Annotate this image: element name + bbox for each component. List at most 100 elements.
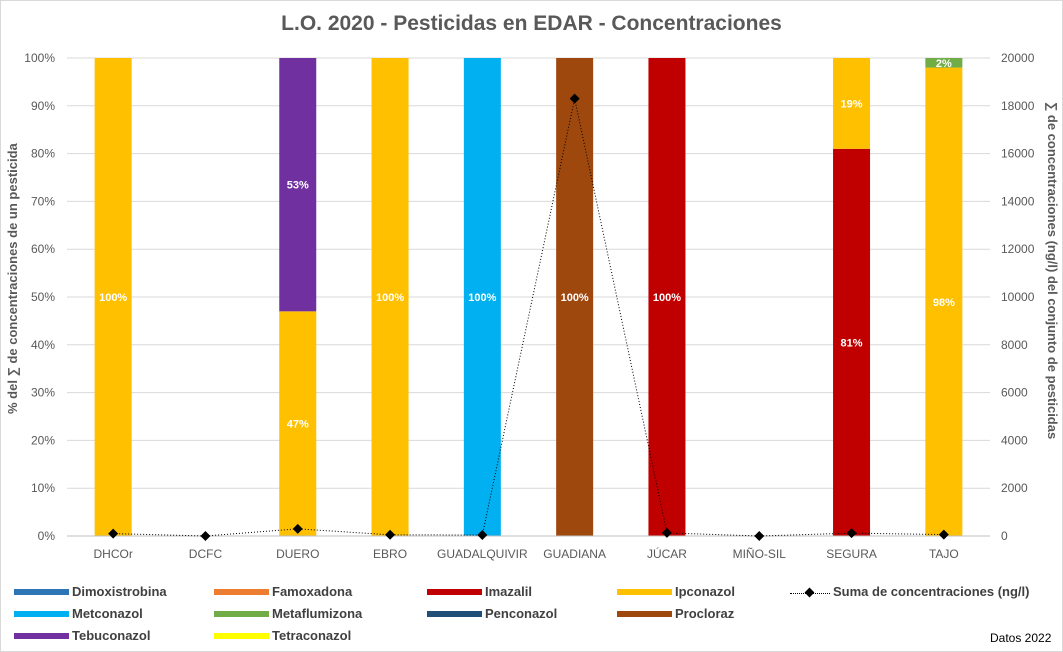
x-tick-label: DCFC <box>189 547 223 561</box>
bar-segment <box>279 58 317 312</box>
y-axis-label-right: ∑ de concentraciones (ng/l) del conjunto… <box>1045 102 1060 440</box>
legend-label: Ipconazol <box>675 584 735 599</box>
legend-item-tetraconazol: Tetraconazol <box>214 628 351 644</box>
x-tick-label: DUERO <box>276 547 319 561</box>
legend-swatch <box>214 588 269 595</box>
line-point <box>477 530 488 541</box>
line-point <box>661 527 672 538</box>
y-tick-label: 20% <box>31 433 55 447</box>
legend-item-suma: Suma de concentraciones (ng/l) <box>790 584 1030 600</box>
data-label: 100% <box>376 292 404 304</box>
data-label: 100% <box>653 292 681 304</box>
y-tick-label: 10% <box>31 481 55 495</box>
bar-segment <box>925 58 963 68</box>
legend-item-metaflumizona: Metaflumizona <box>214 606 362 622</box>
legend-item-ipconazol: Ipconazol <box>617 584 735 600</box>
legend-item-metconazol: Metconazol <box>14 606 143 622</box>
y2-tick-label: 2000 <box>1001 481 1028 495</box>
bar-segment <box>463 58 501 536</box>
y2-tick-label: 12000 <box>1001 242 1035 256</box>
legend-label: Metconazol <box>72 606 143 621</box>
legend-swatch <box>427 610 482 617</box>
legend: Dimoxistrobina Famoxadona Imazalil Ipcon… <box>0 584 1063 652</box>
y-tick-label: 40% <box>31 338 55 352</box>
legend-swatch <box>214 632 269 639</box>
data-label: 53% <box>287 180 309 192</box>
legend-label: Suma de concentraciones (ng/l) <box>833 584 1030 599</box>
y-tick-label: 50% <box>31 290 55 304</box>
data-label: 19% <box>841 98 863 110</box>
y2-tick-label: 0 <box>1001 529 1008 543</box>
legend-item-famoxadona: Famoxadona <box>214 584 352 600</box>
legend-label: Tebuconazol <box>72 628 151 643</box>
line-point <box>754 531 765 541</box>
bar-segment <box>833 148 871 536</box>
y2-tick-label: 16000 <box>1001 147 1035 161</box>
line-point <box>846 528 857 539</box>
y-tick-label: 90% <box>31 99 55 113</box>
legend-swatch <box>214 610 269 617</box>
y-tick-label: 80% <box>31 147 55 161</box>
legend-item-tebuconazol: Tebuconazol <box>14 628 150 644</box>
bar-segment <box>279 311 317 536</box>
bar-segment <box>925 67 963 536</box>
legend-item-procloraz: Procloraz <box>617 606 734 622</box>
bar-segment <box>833 58 871 149</box>
x-tick-label: GUADALQUIVIR <box>437 547 528 561</box>
legend-item-penconazol: Penconazol <box>427 606 557 622</box>
y2-tick-label: 8000 <box>1001 338 1028 352</box>
x-tick-label: EBRO <box>373 547 407 561</box>
line-point <box>292 523 303 534</box>
bar-segment <box>94 58 132 536</box>
line-point <box>938 529 949 540</box>
y-tick-label: 60% <box>31 242 55 256</box>
y2-tick-label: 4000 <box>1001 433 1028 447</box>
line-point <box>108 528 119 539</box>
legend-label: Imazalil <box>485 584 532 599</box>
y2-tick-label: 14000 <box>1001 194 1035 208</box>
y2-tick-label: 20000 <box>1001 51 1035 65</box>
legend-label: Tetraconazol <box>272 628 352 643</box>
y-tick-label: 30% <box>31 386 55 400</box>
legend-item-imazalil: Imazalil <box>427 584 532 600</box>
legend-label: Procloraz <box>675 606 735 621</box>
y2-tick-label: 6000 <box>1001 386 1028 400</box>
line-point <box>569 93 580 104</box>
legend-label: Dimoxistrobina <box>72 584 167 599</box>
legend-swatch <box>14 588 69 595</box>
legend-swatch <box>617 610 672 617</box>
legend-swatch <box>617 588 672 595</box>
x-tick-label: DHCOr <box>93 547 132 561</box>
y2-tick-label: 18000 <box>1001 99 1035 113</box>
y-tick-label: 0% <box>38 529 56 543</box>
x-tick-label: JÚCAR <box>647 546 687 561</box>
y-tick-label: 70% <box>31 194 55 208</box>
data-label: 81% <box>841 337 863 349</box>
bar-segment <box>371 58 409 536</box>
data-label: 100% <box>468 292 496 304</box>
legend-label: Metaflumizona <box>272 606 363 621</box>
x-tick-label: GUADIANA <box>543 547 606 561</box>
data-label: 47% <box>287 419 309 431</box>
x-tick-label: SEGURA <box>826 547 877 561</box>
chart-title: L.O. 2020 - Pesticidas en EDAR - Concent… <box>281 12 782 35</box>
data-label: 100% <box>99 292 127 304</box>
line-point <box>385 529 396 540</box>
y-tick-label: 100% <box>24 51 55 65</box>
data-label: 98% <box>933 297 955 309</box>
legend-line-marker <box>790 587 830 599</box>
y2-tick-label: 10000 <box>1001 290 1035 304</box>
legend-label: Penconazol <box>485 606 558 621</box>
legend-swatch <box>14 632 69 639</box>
x-tick-label: MIÑO-SIL <box>733 547 787 561</box>
data-label: 2% <box>936 58 952 70</box>
bar-segment <box>648 58 686 536</box>
bar-segment <box>556 58 594 536</box>
legend-item-dimoxistrobina: Dimoxistrobina <box>14 584 167 600</box>
footnote: Datos 2022 <box>990 631 1052 645</box>
line-point <box>200 531 211 541</box>
x-tick-label: TAJO <box>929 547 959 561</box>
data-label: 100% <box>561 292 589 304</box>
legend-swatch <box>427 588 482 595</box>
